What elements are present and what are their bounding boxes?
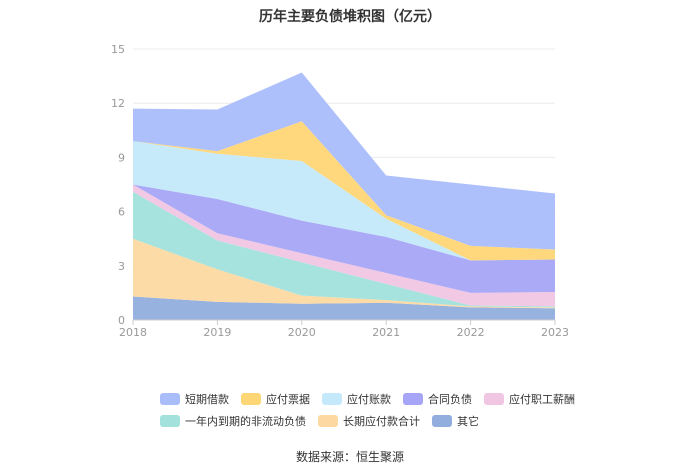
chart-plot: 0 3 6 9 12 15 2018 2019 2020 2021 2022 2023 (111, 43, 569, 339)
y-tick-label: 0 (118, 314, 125, 327)
legend-label: 短期借款 (185, 393, 229, 406)
x-tick-label: 2023 (541, 326, 569, 339)
legend-label: 应付票据 (266, 393, 310, 406)
legend-row: 一年内到期的非流动负债 长期应付款合计 其它 (160, 411, 580, 431)
legend-item[interactable]: 应付职工薪酬 (484, 391, 575, 407)
chart-legend: 短期借款 应付票据 应付账款 合同负债 应付职工薪酬一年内到期的非流动负债 长期应付款合计… (160, 389, 580, 433)
x-tick-label: 2021 (372, 326, 400, 339)
legend-label: 合同负债 (428, 393, 472, 406)
area-series (133, 72, 555, 250)
y-tick-label: 15 (111, 43, 125, 56)
chart-title: 历年主要负债堆积图（亿元） (259, 9, 441, 25)
area-series (133, 184, 555, 293)
legend-swatch (241, 393, 261, 405)
legend-row: 短期借款 应付票据 应付账款 合同负债 应付职工薪酬 (160, 389, 580, 409)
legend-label: 应付职工薪酬 (509, 393, 575, 406)
area-series (133, 238, 555, 309)
legend-swatch (484, 393, 504, 405)
legend-swatch (432, 415, 452, 427)
legend-swatch (160, 415, 180, 427)
y-tick-label: 9 (118, 151, 125, 164)
legend-item[interactable]: 其它 (432, 413, 479, 429)
legend-item[interactable]: 应付票据 (241, 391, 310, 407)
x-tick-label: 2022 (457, 326, 485, 339)
legend-label: 长期应付款合计 (343, 415, 420, 428)
legend-swatch (160, 393, 180, 405)
legend-label: 其它 (457, 415, 479, 428)
legend-swatch (322, 393, 342, 405)
legend-item[interactable]: 应付账款 (322, 391, 391, 407)
y-tick-label: 12 (111, 97, 125, 110)
area-series (133, 184, 555, 307)
x-tick-label: 2019 (203, 326, 231, 339)
x-tick-label: 2020 (288, 326, 316, 339)
area-series (133, 141, 555, 261)
legend-label: 一年内到期的非流动负债 (185, 415, 306, 428)
y-tick-label: 6 (118, 206, 125, 219)
y-tick-label: 3 (118, 260, 125, 273)
legend-swatch (403, 393, 423, 405)
x-tick-label: 2018 (119, 326, 147, 339)
data-source: 数据来源：恒生聚源 (295, 450, 404, 464)
legend-item[interactable]: 合同负债 (403, 391, 472, 407)
area-series (133, 191, 555, 308)
legend-item[interactable]: 短期借款 (160, 391, 229, 407)
legend-item[interactable]: 长期应付款合计 (318, 413, 420, 429)
legend-item[interactable]: 一年内到期的非流动负债 (160, 413, 306, 429)
area-series (133, 296, 555, 320)
legend-label: 应付账款 (347, 393, 391, 406)
legend-swatch (318, 415, 338, 427)
